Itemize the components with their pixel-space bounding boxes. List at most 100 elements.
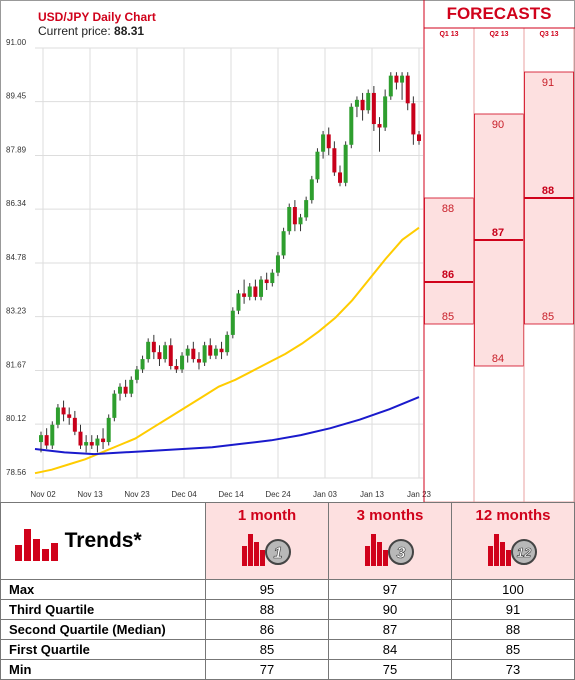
y-tick-label: 78.56 xyxy=(6,468,27,477)
x-tick-label: Dec 04 xyxy=(171,490,197,499)
candle xyxy=(304,196,309,221)
candle xyxy=(117,383,122,401)
candle xyxy=(411,96,416,145)
y-tick-label: 80.12 xyxy=(6,414,27,423)
table-cell: 97 xyxy=(328,579,452,600)
candle xyxy=(275,251,280,277)
candle xyxy=(123,379,128,398)
trends-title: Trends* xyxy=(64,529,142,552)
candle xyxy=(298,213,303,232)
table-cell: 75 xyxy=(328,659,452,680)
candle xyxy=(39,431,43,453)
candle xyxy=(106,414,111,446)
trends-header-row: Trends* 1 month 1 3 months xyxy=(0,502,575,580)
candle xyxy=(50,421,55,449)
candle xyxy=(134,366,139,384)
candle xyxy=(202,341,207,367)
forecast-q1-label: 84 xyxy=(492,353,504,365)
candle xyxy=(61,400,66,422)
candle xyxy=(196,352,201,370)
x-tick-label: Dec 14 xyxy=(218,490,244,499)
x-tick-label: Nov 02 xyxy=(30,490,56,499)
forecast-period-label: Q3 13 xyxy=(539,31,558,38)
table-cell: 86 xyxy=(205,619,329,640)
candle xyxy=(394,72,399,90)
candle xyxy=(338,165,343,187)
table-cell: 77 xyxy=(205,659,329,680)
trends-table: Trends* 1 month 1 3 months xyxy=(0,502,575,680)
table-cell: 85 xyxy=(451,639,575,660)
table-row: Third Quartile 88 90 91 xyxy=(0,599,575,620)
candle xyxy=(180,352,185,373)
forecast-median-label: 87 xyxy=(492,227,504,239)
x-tick-label: Jan 03 xyxy=(313,490,338,499)
table-cell: 95 xyxy=(205,579,329,600)
y-tick-label: 87.89 xyxy=(6,146,27,155)
candle xyxy=(208,338,213,360)
forecasts-title: FORECASTS xyxy=(446,4,552,23)
table-row: Max 95 97 100 xyxy=(0,579,575,600)
forecast-period-label: Q1 13 xyxy=(439,31,458,38)
forecast-median-label: 88 xyxy=(542,185,554,197)
candle xyxy=(230,307,235,339)
table-row: Second Quartile (Median) 86 87 88 xyxy=(0,619,575,640)
candle xyxy=(72,410,77,436)
candle xyxy=(259,276,264,301)
table-cell: 91 xyxy=(451,599,575,620)
candle xyxy=(168,338,173,370)
forecast-q1-label: 85 xyxy=(542,311,554,323)
header-3-months: 3 months 3 xyxy=(328,502,452,580)
header-1-month: 1 month 1 xyxy=(205,502,329,580)
row-label-median: Second Quartile (Median) xyxy=(0,619,206,640)
x-tick-label: Nov 23 xyxy=(124,490,150,499)
candles xyxy=(39,72,421,453)
y-tick-label: 86.34 xyxy=(6,199,27,208)
candle xyxy=(270,269,275,287)
table-cell: 73 xyxy=(451,659,575,680)
candle xyxy=(315,148,320,183)
table-cell: 84 xyxy=(328,639,452,660)
candle xyxy=(157,345,162,367)
candle xyxy=(151,334,156,360)
table-cell: 88 xyxy=(451,619,575,640)
candle xyxy=(219,341,224,360)
forecast-q1-label: 85 xyxy=(442,311,454,323)
candle xyxy=(349,103,354,149)
candle xyxy=(129,376,134,398)
trends-bars-icon xyxy=(15,529,58,561)
candle xyxy=(292,200,297,232)
forecast-range-box xyxy=(424,197,474,325)
badge-text: 12 xyxy=(517,545,532,560)
candle xyxy=(309,175,314,204)
horizon-12-icon: 12 xyxy=(488,534,537,566)
forecast-period-label: Q2 13 xyxy=(489,31,508,38)
trends-title-cell: Trends* xyxy=(0,502,206,580)
table-row: First Quartile 85 84 85 xyxy=(0,639,575,660)
x-tick-label: Dec 24 xyxy=(265,490,291,499)
table-cell: 88 xyxy=(205,599,329,620)
header-12-months: 12 months 12 xyxy=(451,502,575,580)
y-tick-labels: 91.00 89.45 87.89 86.34 84.78 83.23 81.67 80.12… xyxy=(6,38,27,477)
y-tick-label: 83.23 xyxy=(6,307,27,316)
candle xyxy=(247,283,252,301)
gridlines xyxy=(35,47,423,479)
forecast-median-label: 86 xyxy=(442,269,454,281)
candle xyxy=(213,345,218,360)
y-tick-label: 81.67 xyxy=(6,361,27,370)
usdjpy-chart: 91.00 89.45 87.89 86.34 84.78 83.23 81.67 80.12… xyxy=(0,0,575,503)
table-cell: 87 xyxy=(328,619,452,640)
candle xyxy=(287,203,292,235)
candle xyxy=(225,331,230,356)
candle xyxy=(95,435,100,453)
candle xyxy=(242,279,247,304)
candle xyxy=(383,89,388,131)
header-label: 3 months xyxy=(356,507,424,524)
candle xyxy=(101,428,106,449)
candle xyxy=(354,96,359,118)
candle xyxy=(174,359,179,373)
forecast-q3-label: 88 xyxy=(442,203,454,215)
candle xyxy=(360,92,365,121)
header-label: 12 months xyxy=(475,507,551,524)
badge-text: 3 xyxy=(397,545,406,562)
